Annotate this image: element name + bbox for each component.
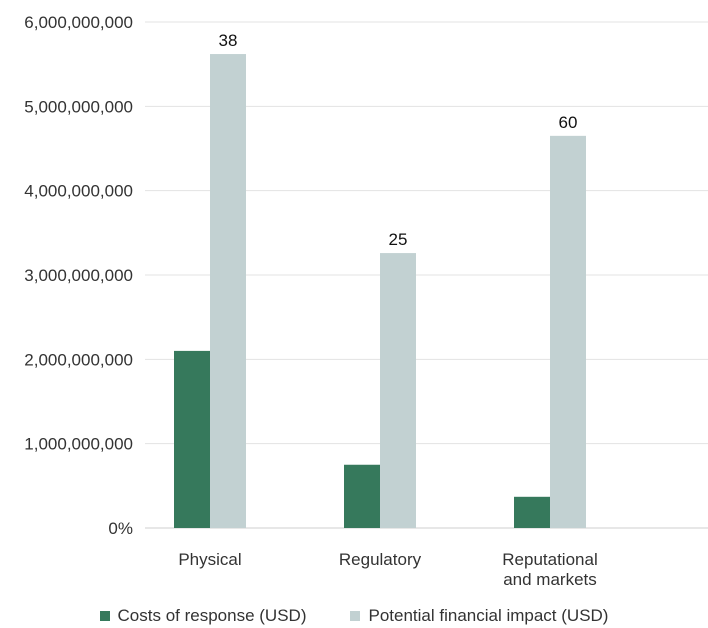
legend-label: Costs of response (USD) [117,606,307,625]
data-label: 38 [219,31,238,50]
bar-costs-of-response [514,496,550,528]
y-tick-label: 5,000,000,000 [24,97,133,116]
bar-potential-financial-impact [550,135,586,528]
y-tick-label: 2,000,000,000 [24,350,133,369]
data-label: 60 [559,113,578,132]
x-category-label: Physical [178,550,241,569]
legend-item-costs: Costs of response (USD) [99,606,307,626]
x-category-label: and markets [503,570,597,589]
legend-swatch [99,611,110,621]
x-category-label: Reputational [502,550,597,569]
bar-potential-financial-impact [380,253,416,528]
bar-potential-financial-impact [210,54,246,529]
y-tick-label: 3,000,000,000 [24,266,133,285]
y-tick-label: 1,000,000,000 [24,435,133,454]
bar-costs-of-response [174,350,210,528]
data-label: 25 [389,230,408,249]
legend-item-impact: Potential financial impact (USD) [350,606,608,626]
chart-legend: Costs of response (USD) Potential financi… [0,604,708,628]
y-tick-label: 0% [108,519,133,538]
bar-costs-of-response [344,464,380,528]
legend-swatch [350,611,361,621]
x-category-label: Regulatory [339,550,422,569]
y-tick-label: 4,000,000,000 [24,182,133,201]
legend-label: Potential financial impact (USD) [368,606,609,625]
bar-chart: 0% 1,000,000,000 2,000,000,000 3,000,000,00… [24,13,708,589]
y-tick-label: 6,000,000,000 [24,13,133,32]
